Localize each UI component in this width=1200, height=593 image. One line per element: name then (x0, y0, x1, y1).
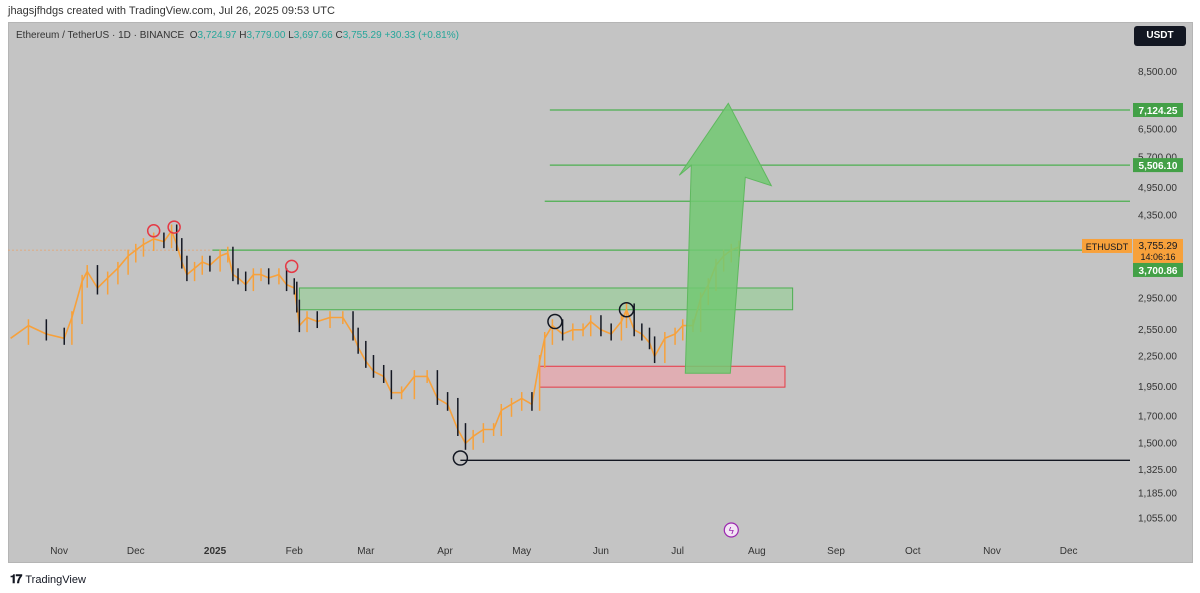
price-tag-value: 3,755.29 (1139, 241, 1178, 252)
x-tick-label: Sep (827, 546, 845, 557)
y-tick-label: 1,500.00 (1138, 438, 1177, 449)
price-series-line (10, 230, 740, 445)
x-tick-label: 2025 (204, 546, 227, 557)
y-tick-label: 2,950.00 (1138, 294, 1177, 305)
x-tick-label: May (512, 546, 531, 557)
high-value: 3,779.00 (246, 30, 286, 41)
resistance-zone (298, 287, 794, 311)
high-label: H (239, 30, 247, 41)
x-tick-label: Mar (357, 546, 375, 557)
y-tick-label: 2,250.00 (1138, 352, 1177, 363)
footer-brand: 𝟏𝟕 TradingView (10, 572, 86, 587)
level-tag (1133, 158, 1183, 173)
target-arrow (678, 102, 773, 374)
level-tag (1133, 262, 1183, 277)
y-tick-label: 1,325.00 (1138, 465, 1177, 476)
price-symbol-text: ETHUSDT (1086, 242, 1129, 252)
level-tag-value: 5,506.10 (1139, 161, 1178, 172)
chart-credit: jhagsjfhdgs created with TradingView.com… (8, 5, 335, 17)
pivot-marker (547, 313, 563, 330)
x-tick-label: Nov (983, 546, 1001, 557)
symbol-legend: Ethereum / TetherUS · 1D · BINANCE O3,72… (16, 30, 459, 41)
price-countdown: 14:06:16 (1140, 252, 1175, 262)
symbol-name: Ethereum / TetherUS · 1D · BINANCE (16, 30, 185, 41)
y-tick-label: 1,950.00 (1138, 382, 1177, 393)
price-tag (1133, 238, 1183, 263)
y-tick-label: 1,700.00 (1138, 411, 1177, 422)
pivot-marker (452, 450, 469, 466)
level-tag-value: 3,700.86 (1139, 266, 1178, 277)
x-tick-label: Jul (671, 546, 684, 557)
y-tick-label: 4,350.00 (1138, 211, 1177, 222)
level-tag (1133, 102, 1183, 117)
low-value: 3,697.66 (293, 30, 333, 41)
open-value: 3,724.97 (197, 30, 237, 41)
low-label: L (288, 30, 294, 41)
currency-button[interactable]: USDT (1134, 26, 1186, 46)
lightning-glyph: ϟ (729, 526, 735, 537)
x-tick-label: Dec (1060, 546, 1078, 557)
x-tick-label: Dec (127, 546, 145, 557)
brand-name: TradingView (25, 573, 86, 586)
level-tag-value: 7,124.25 (1139, 106, 1178, 117)
close-value: 3,755.29 (342, 30, 382, 41)
y-tick-label: 1,055.00 (1138, 514, 1177, 525)
support-zone (539, 365, 786, 388)
open-label: O (189, 30, 198, 41)
price-symbol-tag (1082, 238, 1132, 253)
tradingview-logo-icon: 𝟏𝟕 (10, 572, 22, 586)
lightning-icon (723, 522, 739, 538)
y-tick-label: 2,550.00 (1138, 325, 1177, 336)
peak-marker (284, 259, 299, 274)
peak-marker (167, 220, 181, 234)
x-tick-label: Aug (748, 546, 766, 557)
pivot-marker (618, 302, 635, 318)
y-tick-label: 4,950.00 (1138, 183, 1177, 194)
change-value: +30.33 (+0.81%) (384, 30, 459, 41)
x-tick-label: Jun (593, 546, 609, 557)
x-tick-label: Oct (905, 546, 921, 557)
peak-marker (146, 224, 161, 238)
y-tick-label: 6,500.00 (1138, 125, 1177, 136)
x-tick-label: Apr (437, 546, 453, 557)
x-tick-label: Feb (286, 546, 304, 557)
y-tick-label: 1,185.00 (1138, 489, 1177, 500)
y-tick-label: 8,500.00 (1138, 67, 1177, 78)
close-label: C (335, 30, 343, 41)
x-tick-label: Nov (50, 546, 68, 557)
